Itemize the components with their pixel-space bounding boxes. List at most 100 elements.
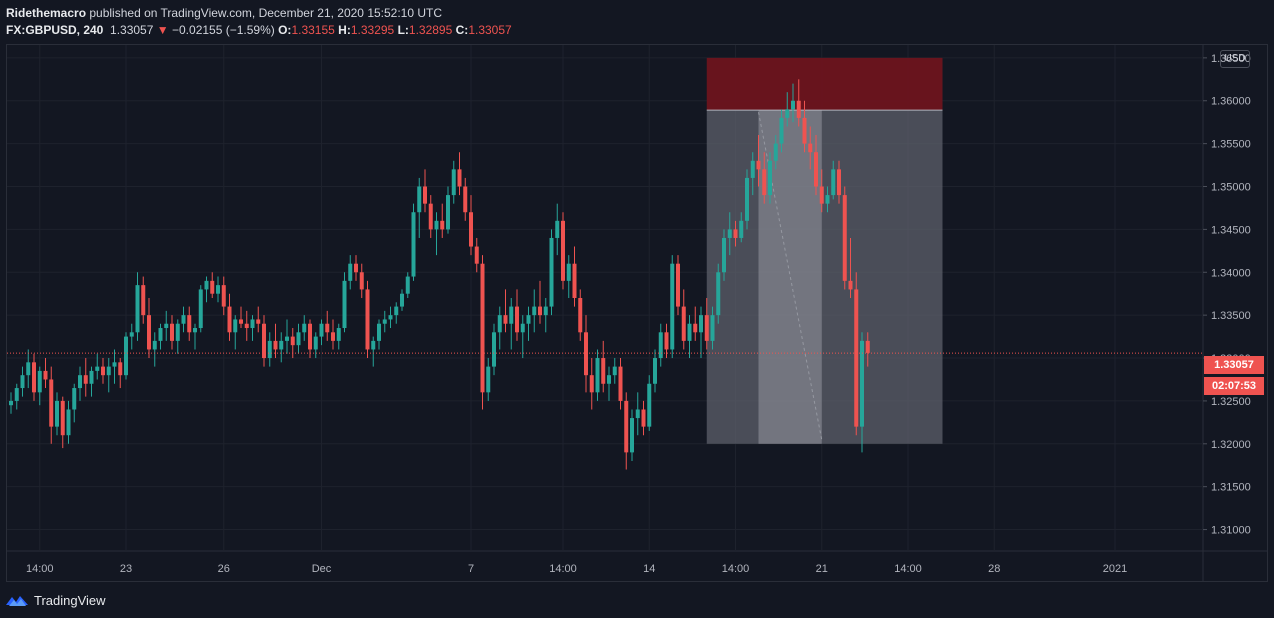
symbol-label[interactable]: FX:GBPUSD, 240 <box>6 23 104 37</box>
candle-body <box>676 263 680 307</box>
candle-body <box>66 409 71 436</box>
candle-body <box>227 306 232 333</box>
time-tick-label: 26 <box>218 563 230 575</box>
candle-body <box>37 370 42 393</box>
candle-body <box>756 160 761 170</box>
candle-body <box>727 229 732 238</box>
candle-body <box>492 332 496 367</box>
currency-button[interactable]: USD <box>1220 50 1250 68</box>
candle-body <box>365 289 370 350</box>
candle-body <box>520 323 525 333</box>
candle-body <box>630 418 634 453</box>
candle-body <box>825 195 830 204</box>
candle-body <box>802 117 807 144</box>
candle-body <box>572 263 577 298</box>
candle-body <box>43 370 48 380</box>
bar-countdown-tag: 02:07:53 <box>1204 377 1264 395</box>
candle-body <box>848 280 853 290</box>
close-label: C: <box>455 23 469 37</box>
candle-body <box>745 177 749 221</box>
candle-body <box>819 186 824 204</box>
low-label: L: <box>397 23 409 37</box>
down-arrow-icon: ▼ <box>156 23 169 37</box>
chart-grid <box>7 44 1267 581</box>
time-tick-label: 23 <box>120 563 132 575</box>
candle-body <box>704 315 709 341</box>
candle-body <box>319 323 324 337</box>
candle-body <box>768 160 772 196</box>
time-tick-label: 14:00 <box>26 563 54 575</box>
candle-body <box>584 332 588 376</box>
candle-body <box>308 323 312 350</box>
candle-body <box>618 366 623 401</box>
tradingview-logo-icon[interactable] <box>6 593 28 607</box>
candle-body <box>538 306 542 316</box>
candle-body <box>101 366 105 376</box>
tradingview-brand[interactable]: TradingView <box>34 592 106 608</box>
candle-body <box>187 315 192 333</box>
candle-body <box>779 117 784 144</box>
candle-body <box>641 409 646 427</box>
candle-body <box>463 186 468 213</box>
candle-body <box>198 289 203 329</box>
candle-body <box>595 358 600 393</box>
candle-body <box>354 263 358 273</box>
candle-body <box>302 323 307 333</box>
candle-body <box>290 336 295 346</box>
candle-series <box>9 79 870 470</box>
candle-body <box>72 388 77 410</box>
candle-body <box>687 323 692 341</box>
candle-body <box>55 400 59 427</box>
low-value: 1.32895 <box>408 23 453 37</box>
candle-body <box>566 263 571 281</box>
candle-body <box>342 280 347 329</box>
candle-body <box>216 285 220 294</box>
candle-body <box>423 186 427 204</box>
time-tick-label: 14:00 <box>549 563 577 575</box>
candle-body <box>837 169 841 196</box>
candle-body <box>469 212 473 247</box>
candle-body <box>658 332 663 359</box>
candle-body <box>612 366 617 376</box>
candle-body <box>129 332 134 337</box>
chart-pane[interactable] <box>6 44 1268 582</box>
candle-body <box>14 388 19 401</box>
candle-body <box>141 285 146 316</box>
candle-body <box>773 143 778 161</box>
time-tick-label: 14:00 <box>894 563 922 575</box>
candle-body <box>221 285 226 307</box>
candle-body <box>739 220 744 238</box>
candle-body <box>285 336 289 341</box>
candle-body <box>457 169 462 187</box>
candle-body <box>480 263 485 393</box>
candle-body <box>273 340 278 350</box>
candle-body <box>135 285 140 333</box>
candle-body <box>78 375 82 389</box>
candle-body <box>348 263 353 281</box>
candle-body <box>601 358 606 384</box>
candle-body <box>20 375 25 389</box>
candle-body <box>124 336 128 376</box>
candle-body <box>561 220 565 281</box>
candle-body <box>434 220 439 230</box>
candle-body <box>653 358 657 384</box>
candle-body <box>716 272 721 316</box>
author-name[interactable]: Ridethemacro <box>6 6 87 20</box>
candle-body <box>814 152 818 187</box>
candle-body <box>233 319 238 333</box>
candle-body <box>394 306 399 316</box>
candle-body <box>515 306 519 333</box>
candle-body <box>371 340 376 350</box>
candle-body <box>313 336 318 350</box>
candle-body <box>865 340 870 353</box>
candle-body <box>796 100 801 118</box>
price-tick-label: 1.32500 <box>1211 396 1251 408</box>
open-label: O: <box>278 23 292 37</box>
high-label: H: <box>338 23 351 37</box>
candle-body <box>428 203 433 230</box>
candle-body <box>549 237 554 307</box>
candle-body <box>112 362 117 367</box>
candle-body <box>89 370 94 384</box>
candle-body <box>175 323 180 341</box>
